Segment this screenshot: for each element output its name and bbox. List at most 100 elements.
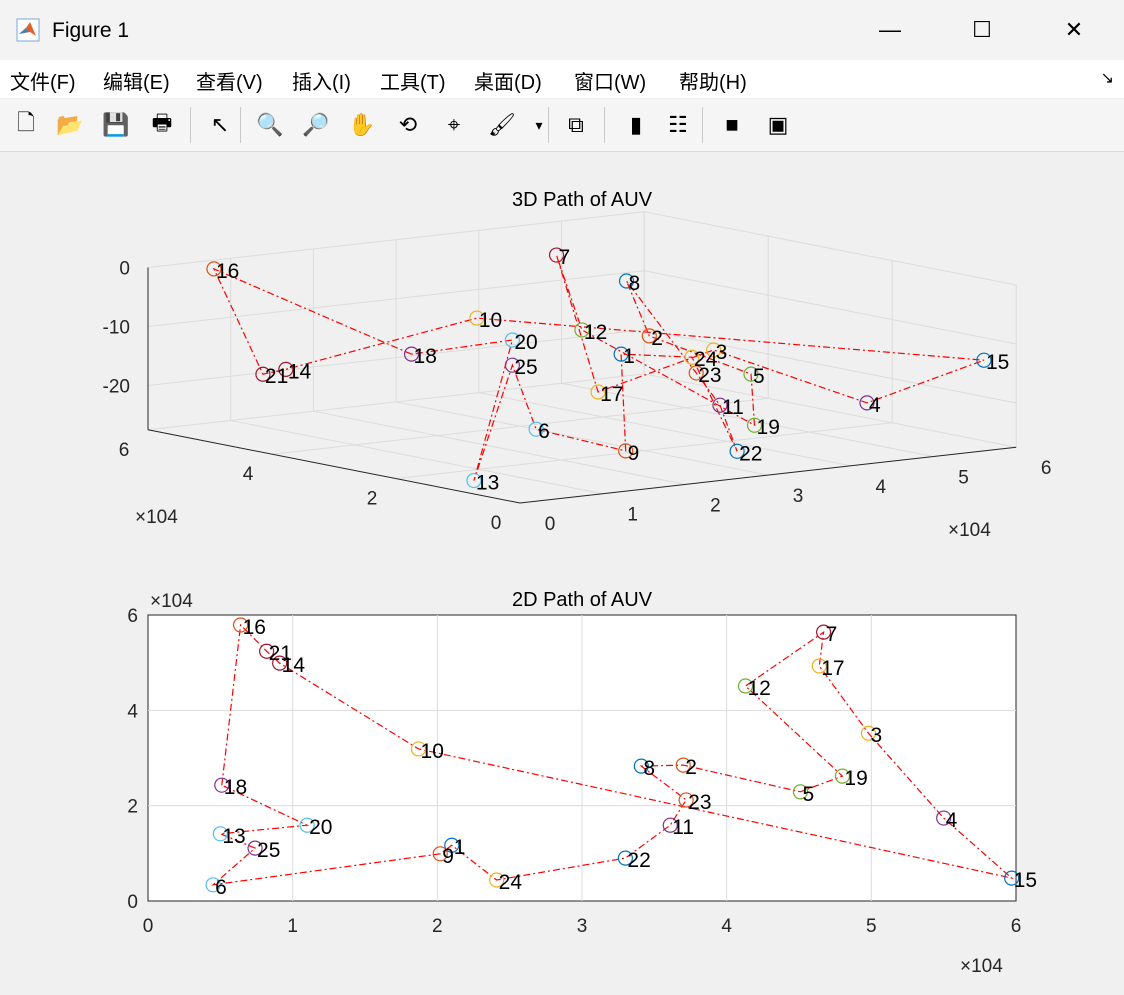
legend-icon[interactable]: ☷ <box>668 112 688 137</box>
open-file-icon[interactable]: 📂 <box>56 112 84 137</box>
waypoint-marker <box>247 840 263 856</box>
menu-edit[interactable]: 编辑(E) <box>103 72 170 94</box>
link-plot-icon[interactable]: ⧉ <box>568 112 584 137</box>
toolbar-separator <box>604 107 605 143</box>
save-icon[interactable]: 💾 <box>102 112 130 137</box>
dock-arrow-icon[interactable]: ↘ <box>1100 70 1114 87</box>
waypoint-label: 17 <box>821 657 844 680</box>
waypoint-label: 10 <box>421 740 444 763</box>
waypoint-label: 1 <box>454 836 466 859</box>
hide-plot-tools-icon[interactable]: ■ <box>725 112 739 137</box>
toolbar-separator <box>240 107 241 143</box>
x-tick-label: 2 <box>432 916 443 937</box>
grid-line <box>147 211 645 269</box>
maximize-button[interactable]: ☐ <box>972 17 992 42</box>
grid-line <box>478 392 851 467</box>
menu-view[interactable]: 查看(V) <box>196 72 263 94</box>
y-tick-label: 4 <box>127 701 138 722</box>
menu-desktop[interactable]: 桌面(D) <box>474 72 542 94</box>
waypoint-label: 9 <box>628 442 640 465</box>
waypoint-marker <box>278 361 294 377</box>
waypoint-label: 20 <box>309 816 332 839</box>
waypoint-label: 24 <box>499 871 523 894</box>
waypoint-label: 10 <box>479 309 502 332</box>
z-tick-label: -20 <box>103 377 130 398</box>
waypoint-label: 16 <box>216 260 239 283</box>
waypoint-label: 11 <box>672 816 694 839</box>
menu-window[interactable]: 窗口(W) <box>574 72 647 94</box>
menu-file[interactable]: 文件(F) <box>10 72 76 94</box>
x-tick-label: 6 <box>1041 458 1052 479</box>
waypoint-label: 3 <box>870 724 882 747</box>
y-tick-label: 6 <box>119 440 130 461</box>
waypoint-label: 9 <box>442 845 454 868</box>
waypoint-marker <box>259 643 275 659</box>
waypoint-marker <box>214 777 230 793</box>
waypoint-label: 6 <box>538 420 550 443</box>
y-exponent-label: ×104 <box>135 507 178 528</box>
waypoint-label: 17 <box>600 383 623 406</box>
window-title: Figure 1 <box>52 19 130 42</box>
waypoint-label: 7 <box>826 623 838 646</box>
waypoint-marker <box>504 357 520 373</box>
waypoint-label: 25 <box>257 839 280 862</box>
data-cursor-icon[interactable]: ⌖ <box>447 112 461 137</box>
colorbar-icon[interactable]: ▮ <box>629 112 643 137</box>
waypoint-label: 22 <box>627 849 650 872</box>
menu-insert[interactable]: 插入(I) <box>292 72 351 94</box>
minimize-button[interactable]: — <box>879 17 901 42</box>
x-tick-label: 1 <box>287 916 298 937</box>
waypoint-label: 2 <box>651 327 663 350</box>
waypoint-marker <box>746 417 763 433</box>
y-tick-label: 2 <box>367 489 378 510</box>
grid-line <box>396 401 769 476</box>
waypoint-label: 16 <box>243 616 266 639</box>
print-icon[interactable]: 🖶 <box>151 110 173 135</box>
waypoint-marker <box>743 366 759 382</box>
y-tick-label: 2 <box>127 797 138 818</box>
menu-tools[interactable]: 工具(T) <box>380 72 446 94</box>
waypoint-label: 13 <box>222 825 245 848</box>
grid-line <box>230 420 603 495</box>
rotate-3d-icon[interactable]: ⟲ <box>398 112 418 137</box>
close-button[interactable]: ✕ <box>1064 17 1084 42</box>
waypoint-marker <box>548 247 565 263</box>
waypoint-marker <box>574 322 590 338</box>
x-tick-label: 5 <box>958 468 969 489</box>
pan-icon[interactable]: ✋ <box>348 112 376 137</box>
waypoint-marker <box>729 443 745 459</box>
brush-icon[interactable]: 🖌 <box>488 112 516 137</box>
waypoint-marker <box>936 810 952 826</box>
waypoint-marker <box>489 872 505 888</box>
brush-dropdown-icon[interactable]: ▾ <box>535 116 543 133</box>
waypoint-label: 4 <box>946 809 958 832</box>
menu-help[interactable]: 帮助(H) <box>679 72 747 94</box>
new-figure-icon[interactable]: 🗋 <box>17 110 35 135</box>
waypoint-marker <box>815 624 832 640</box>
zoom-in-icon[interactable]: 🔍 <box>256 112 284 137</box>
show-plot-tools-icon[interactable]: ▣ <box>767 112 789 137</box>
grid-line <box>147 270 645 328</box>
pointer-icon[interactable]: ↖ <box>210 112 230 137</box>
waypoint-marker <box>403 346 420 362</box>
path-line-2d <box>211 623 1014 886</box>
waypoint-marker <box>641 328 657 344</box>
waypoint-marker <box>684 349 700 365</box>
zoom-out-icon[interactable]: 🔎 <box>302 112 330 137</box>
waypoint-marker <box>255 366 271 382</box>
waypoint-label: 5 <box>802 783 814 806</box>
waypoint-marker <box>737 678 754 694</box>
x-tick-label: 0 <box>143 916 154 937</box>
waypoint-marker <box>1004 870 1020 886</box>
waypoint-marker <box>633 758 649 774</box>
waypoint-marker <box>232 617 249 633</box>
grid-line <box>644 270 1017 345</box>
waypoint-marker <box>675 757 691 773</box>
matlab-logo-icon <box>16 18 40 42</box>
waypoint-label: 8 <box>643 757 655 780</box>
waypoint-label: 19 <box>844 767 867 790</box>
waypoint-marker <box>410 741 427 757</box>
waypoint-marker <box>469 310 485 326</box>
waypoint-label: 23 <box>688 791 711 814</box>
